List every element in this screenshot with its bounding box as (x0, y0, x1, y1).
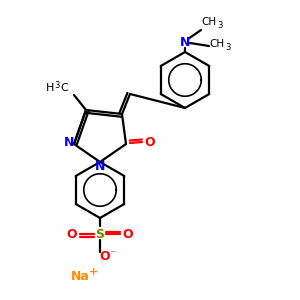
Text: CH: CH (209, 39, 225, 49)
Text: N: N (180, 35, 190, 49)
Text: N: N (64, 136, 74, 148)
Text: +: + (89, 267, 99, 277)
Text: ⁻: ⁻ (109, 249, 115, 259)
Text: N: N (95, 160, 105, 172)
Text: S: S (95, 227, 104, 241)
Text: O: O (100, 250, 110, 263)
Text: CH: CH (201, 17, 217, 27)
Text: 3: 3 (225, 43, 231, 52)
Text: O: O (123, 227, 133, 241)
Text: 3: 3 (217, 20, 223, 29)
Text: C: C (60, 83, 68, 93)
Text: O: O (145, 136, 155, 148)
Text: Na: Na (70, 269, 89, 283)
Text: H: H (46, 83, 54, 93)
Text: O: O (67, 227, 77, 241)
Text: 3: 3 (54, 81, 60, 90)
